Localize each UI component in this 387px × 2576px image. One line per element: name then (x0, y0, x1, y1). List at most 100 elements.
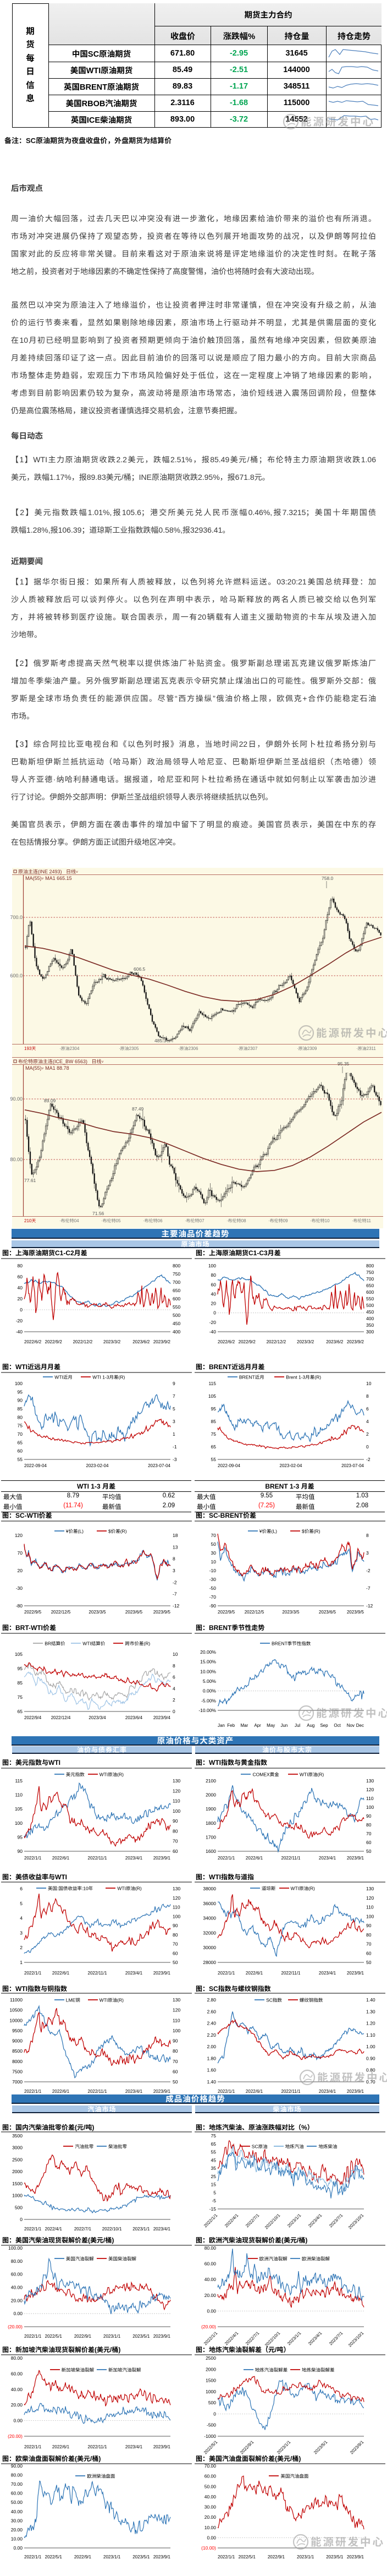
svg-text:34000: 34000 (203, 1916, 216, 1921)
svg-text:-30: -30 (209, 1577, 217, 1582)
svg-text:10: 10 (173, 1651, 178, 1657)
svg-text:2022/10/1: 2022/10/1 (264, 2331, 281, 2348)
svg-text:80.00: 80.00 (11, 2355, 23, 2361)
svg-text:1.40: 1.40 (207, 2079, 216, 2085)
svg-text:550: 550 (366, 1296, 374, 1301)
svg-text:·布伦特04: ·布伦特04 (59, 1218, 79, 1223)
svg-text:-7: -7 (173, 1591, 177, 1597)
svg-text:90: 90 (18, 1398, 23, 1403)
svg-text:1800: 1800 (206, 1820, 216, 1826)
svg-text:2022/12/5: 2022/12/5 (245, 1610, 264, 1615)
svg-text:1500: 1500 (206, 2378, 216, 2383)
svg-text:1700: 1700 (206, 1834, 216, 1840)
svg-text:图：国内汽柴油批零价差(元/吨): 图：国内汽柴油批零价差(元/吨) (2, 2124, 94, 2131)
svg-text:地炼汽油: 地炼汽油 (285, 2144, 304, 2150)
svg-text:45: 45 (211, 2157, 217, 2163)
svg-text:2023/3/4: 2023/3/4 (89, 1715, 106, 1720)
svg-text:40.00: 40.00 (11, 2387, 23, 2392)
svg-text:75: 75 (18, 1694, 23, 1700)
svg-text:100: 100 (173, 1913, 180, 1919)
svg-text:9500: 9500 (12, 2028, 23, 2033)
svg-text:2023/9/2: 2023/9/2 (347, 1339, 364, 1344)
svg-text:2023/4/1: 2023/4/1 (153, 2227, 171, 2232)
svg-text:7500: 7500 (12, 2069, 23, 2074)
svg-text:2023/5/1: 2023/5/1 (132, 2334, 150, 2339)
svg-text:450: 450 (173, 1321, 180, 1326)
svg-text:2022/1/1: 2022/1/1 (218, 2089, 235, 2094)
svg-text:80.00: 80.00 (11, 2473, 23, 2478)
svg-text:100: 100 (15, 1381, 23, 1386)
svg-text:图：BRENT近远月月差: 图：BRENT近远月月差 (196, 1363, 264, 1371)
svg-text:70: 70 (366, 1941, 372, 1947)
svg-text:2023/1/1: 2023/1/1 (103, 2555, 121, 2559)
svg-text:30.00: 30.00 (11, 2518, 23, 2523)
svg-text:600: 600 (173, 1296, 180, 1301)
svg-text:2022/1/1: 2022/1/1 (24, 2444, 42, 2449)
svg-text:8: 8 (366, 1533, 369, 1538)
svg-text:1: 1 (20, 1960, 23, 1965)
svg-text:·布伦特06: ·布伦特06 (143, 1218, 163, 1223)
svg-text:Nov: Nov (347, 1723, 355, 1728)
svg-text:2023/10/1: 2023/10/1 (347, 2213, 365, 2230)
svg-text:-10.00%: -10.00% (198, 1708, 216, 1713)
svg-text:75: 75 (211, 1431, 217, 1437)
svg-text:20.00: 20.00 (11, 2402, 23, 2408)
svg-text:1.30: 1.30 (366, 2009, 375, 2014)
svg-text:2023/9/5: 2023/9/5 (347, 1610, 364, 1615)
svg-text:3: 3 (173, 1419, 175, 1424)
svg-text:Aug: Aug (307, 1723, 314, 1728)
svg-text:道琼斯: 道琼斯 (262, 1886, 276, 1891)
svg-text:Jul: Jul (295, 1723, 300, 1728)
svg-text:10.00%: 10.00% (200, 1669, 216, 1674)
svg-text:2023/6/2: 2023/6/2 (326, 1339, 344, 1344)
svg-text:7: 7 (173, 1393, 175, 1399)
svg-text:100: 100 (208, 1263, 216, 1268)
svg-text:¥价差(L): ¥价差(L) (65, 1529, 84, 1534)
svg-text:2: 2 (366, 1431, 369, 1437)
svg-text:3: 3 (20, 1930, 23, 1935)
svg-text:100: 100 (173, 1808, 180, 1814)
svg-text:0.00: 0.00 (13, 2418, 23, 2424)
svg-text:400: 400 (173, 1329, 180, 1335)
svg-text:图：上海原油期货C1-C3月差: 图：上海原油期货C1-C3月差 (196, 1249, 281, 1257)
svg-text:2023/6/2: 2023/6/2 (132, 1339, 150, 1344)
svg-text:40.00: 40.00 (11, 2285, 23, 2290)
svg-text:11000: 11000 (10, 1997, 23, 2003)
svg-text:8500: 8500 (12, 2048, 23, 2054)
svg-text:70: 70 (18, 1431, 23, 1437)
svg-text:210天: 210天 (24, 1218, 36, 1223)
svg-text:300: 300 (366, 1329, 374, 1335)
svg-text:10.00: 10.00 (204, 2525, 217, 2530)
svg-text:1000: 1000 (206, 2389, 216, 2394)
svg-text:-50: -50 (209, 1585, 217, 1591)
svg-text:2023/9/1: 2023/9/1 (153, 2334, 171, 2339)
svg-text:120: 120 (15, 1533, 23, 1538)
svg-text:60.00: 60.00 (11, 2272, 23, 2277)
svg-text:2022/1/1: 2022/1/1 (24, 1856, 42, 1861)
svg-text:30: 30 (211, 1550, 217, 1556)
svg-text:120: 120 (173, 1895, 180, 1901)
svg-text:9000: 9000 (12, 2038, 23, 2044)
svg-text:2023/5/1: 2023/5/1 (313, 2440, 329, 2455)
svg-text:35: 35 (211, 2165, 217, 2171)
svg-text:8: 8 (173, 1663, 175, 1669)
svg-text:2022/1/1: 2022/1/1 (218, 1971, 235, 1976)
svg-text:2023/6/5: 2023/6/5 (125, 1610, 143, 1615)
svg-text:50.00: 50.00 (11, 2500, 23, 2505)
svg-text:图：SC-BRENT价差: 图：SC-BRENT价差 (196, 1512, 256, 1519)
svg-text:-1000: -1000 (204, 2433, 216, 2439)
svg-text:·原油2305: ·原油2305 (119, 1046, 139, 1051)
svg-text:30000: 30000 (203, 1945, 216, 1950)
svg-text:50: 50 (211, 1541, 217, 1547)
svg-text:0.70: 0.70 (366, 2079, 375, 2085)
svg-text:2023/3/2: 2023/3/2 (103, 1339, 121, 1344)
svg-text:50.00: 50.00 (204, 2484, 217, 2489)
svg-text:1900: 1900 (206, 1806, 216, 1812)
svg-text:95: 95 (18, 1834, 23, 1840)
svg-text:0: 0 (173, 1709, 175, 1714)
svg-text:能源研发中心: 能源研发中心 (316, 1708, 387, 1720)
svg-text:1.20: 1.20 (366, 2021, 375, 2026)
svg-text:Jan: Jan (218, 1723, 225, 1728)
svg-text:2023/9/1: 2023/9/1 (153, 1856, 171, 1861)
svg-text:28000: 28000 (203, 1960, 216, 1965)
